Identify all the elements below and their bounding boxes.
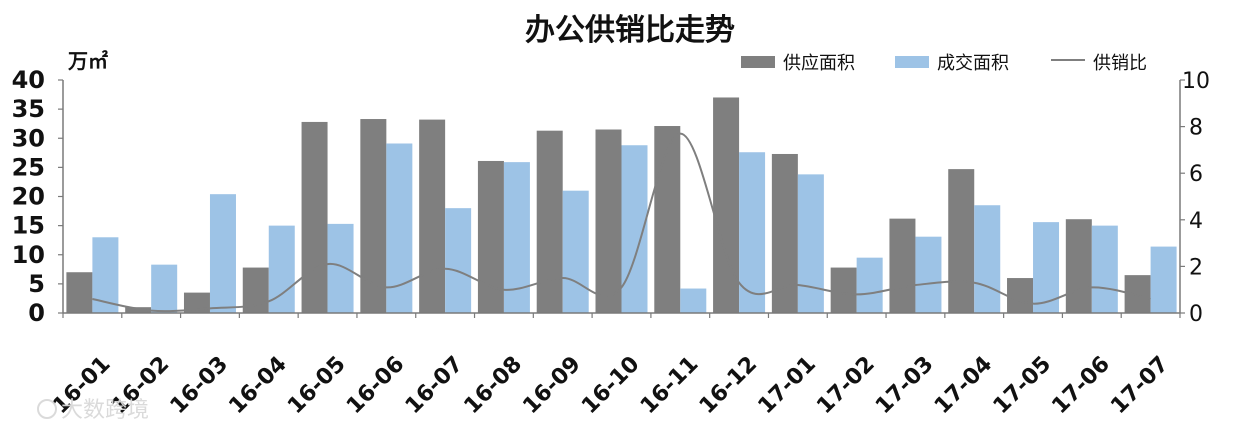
- legend-supply-area-swatch: [741, 56, 775, 68]
- right-axis-tick-label: 4: [1189, 209, 1203, 234]
- deal-area-bar: [680, 288, 707, 313]
- supply-area-bar: [889, 218, 916, 313]
- left-axis-tick-label: 10: [12, 241, 45, 269]
- y-axis-unit-label: 万㎡: [67, 49, 108, 73]
- supply-area-bar: [595, 129, 622, 313]
- left-axis-tick-label: 40: [12, 66, 45, 94]
- supply-area-bar: [1065, 219, 1092, 313]
- supply-area-bar: [301, 121, 328, 313]
- supply-area-bar: [125, 307, 152, 313]
- right-axis-tick-label: 8: [1189, 116, 1203, 141]
- x-axis-tick-label: 16-08: [460, 352, 527, 419]
- deal-area-bar: [797, 174, 824, 313]
- x-axis-tick-label: 17-01: [754, 352, 821, 419]
- legend-deal-area-swatch: [895, 56, 929, 68]
- x-axis-tick-label: 16-09: [518, 352, 585, 419]
- deal-area-bar: [856, 257, 883, 313]
- supply-area-bar: [536, 130, 563, 313]
- x-axis: 16-0116-0216-0316-0416-0516-0616-0716-08…: [48, 312, 1181, 419]
- line-layer: [92, 132, 1151, 313]
- legend-supply-demand-ratio-label: 供销比: [1093, 53, 1147, 74]
- deal-area-bar: [445, 208, 472, 313]
- deal-area-bar: [1091, 225, 1118, 313]
- supply-area-bar: [713, 97, 740, 313]
- right-axis-tick-label: 10: [1182, 69, 1210, 94]
- x-axis-tick-label: 17-02: [812, 352, 879, 419]
- legend-deal-area: 成交面积: [895, 53, 1009, 74]
- deal-area-bar: [915, 236, 942, 313]
- left-axis-tick-label: 25: [12, 153, 45, 181]
- deal-area-bar: [974, 205, 1001, 313]
- deal-area-bar: [1033, 222, 1060, 313]
- x-axis-tick-label: 16-10: [577, 352, 644, 419]
- x-axis-tick-label: 16-04: [224, 352, 291, 419]
- left-axis-tick-label: 30: [12, 124, 45, 152]
- x-axis-tick-label: 16-03: [166, 352, 233, 419]
- right-axis: 0 2 4 6 8 10: [1179, 69, 1210, 327]
- watermark: 大数跨境: [37, 398, 149, 423]
- right-axis-tick-label: 0: [1189, 302, 1203, 327]
- x-axis-tick-label: 16-07: [401, 352, 468, 419]
- supply-area-bar: [419, 119, 446, 313]
- legend-supply-demand-ratio: 供销比: [1051, 53, 1147, 74]
- watermark-logo-icon: [37, 399, 57, 419]
- x-axis-tick-label: 16-05: [283, 352, 350, 419]
- right-axis-tick-label: 2: [1189, 255, 1203, 280]
- deal-area-bar: [327, 223, 354, 313]
- right-axis-tick-label: 6: [1189, 162, 1203, 187]
- supply-area-bar: [948, 169, 975, 313]
- x-axis-tick-label: 16-06: [342, 352, 409, 419]
- supply-area-bar: [66, 272, 93, 313]
- deal-area-bar: [209, 194, 236, 313]
- supply-area-bar: [830, 267, 857, 313]
- left-axis-tick-label: 20: [12, 183, 45, 211]
- x-axis-tick-label: 16-12: [695, 352, 762, 419]
- supply-demand-ratio-line: [92, 132, 1151, 313]
- watermark-text: 大数跨境: [61, 398, 149, 423]
- left-axis-tick-label: 0: [28, 299, 45, 327]
- x-axis-tick-label: 17-03: [871, 352, 938, 419]
- x-axis-tick-label: 17-06: [1047, 352, 1114, 419]
- deal-area-bar: [562, 190, 589, 313]
- supply-area-bar: [360, 119, 387, 313]
- deal-area-bar: [1150, 246, 1177, 313]
- x-axis-tick-label: 17-04: [930, 352, 997, 419]
- legend-supply-area-label: 供应面积: [783, 53, 855, 74]
- left-axis-tick-label: 5: [28, 270, 45, 298]
- chart-title: 办公供销比走势: [525, 13, 735, 48]
- supply-area-bar: [477, 160, 504, 313]
- supply-area-bar: [1007, 278, 1034, 313]
- legend: 供应面积 成交面积 供销比: [741, 53, 1147, 74]
- x-axis-tick-label: 17-05: [989, 352, 1056, 419]
- deal-area-bar: [739, 152, 766, 313]
- legend-supply-area: 供应面积: [741, 53, 855, 74]
- legend-deal-area-label: 成交面积: [937, 53, 1009, 74]
- left-axis-tick-label: 35: [12, 95, 45, 123]
- deal-area-bar: [151, 264, 178, 313]
- supply-area-bar: [654, 126, 681, 313]
- x-axis-tick-label: 16-11: [636, 352, 703, 419]
- bar-layer: [66, 97, 1177, 313]
- left-axis-tick-label: 15: [12, 212, 45, 240]
- x-axis-tick-label: 17-07: [1106, 352, 1173, 419]
